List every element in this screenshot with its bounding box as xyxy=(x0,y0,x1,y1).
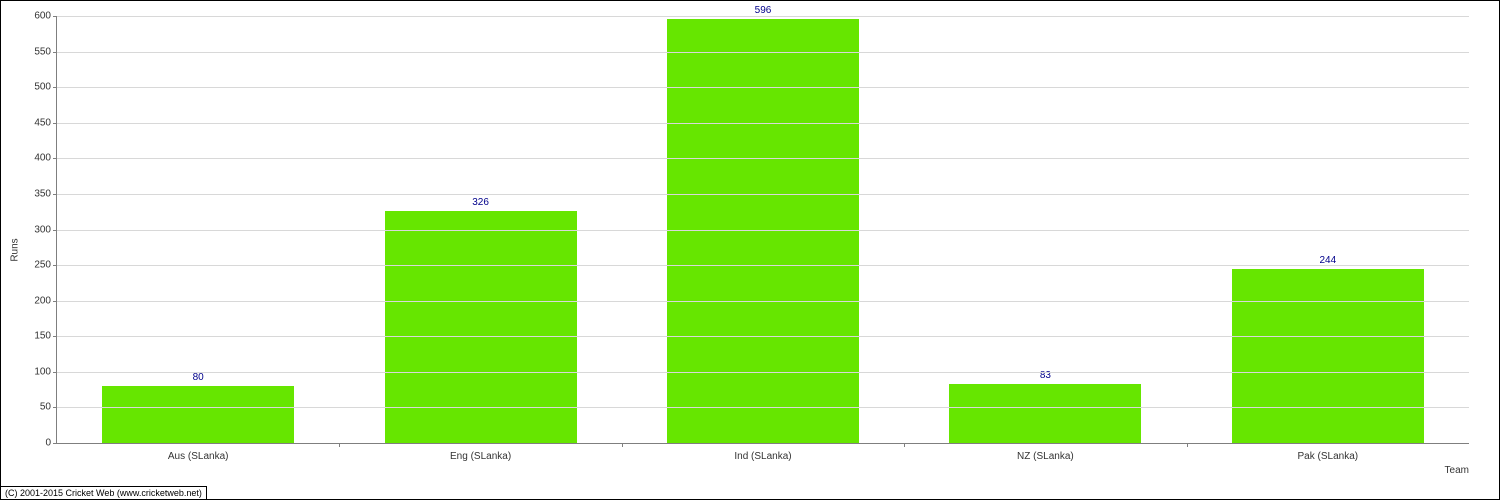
y-tick-mark xyxy=(53,87,57,88)
y-tick-mark xyxy=(53,372,57,373)
y-tick-mark xyxy=(53,194,57,195)
y-tick-mark xyxy=(53,123,57,124)
x-tick-mark xyxy=(622,443,623,447)
gridline xyxy=(57,158,1469,159)
gridline xyxy=(57,87,1469,88)
y-tick-mark xyxy=(53,336,57,337)
x-tick-mark xyxy=(904,443,905,447)
gridline xyxy=(57,372,1469,373)
bar-value-label: 244 xyxy=(1319,255,1336,269)
x-tick-label: Ind (SLanka) xyxy=(734,443,791,462)
bar-value-label: 326 xyxy=(472,197,489,211)
y-tick-mark xyxy=(53,52,57,53)
copyright-text: (C) 2001-2015 Cricket Web (www.cricketwe… xyxy=(1,486,207,499)
bar: 596 xyxy=(667,19,859,443)
gridline xyxy=(57,52,1469,53)
gridline xyxy=(57,123,1469,124)
y-axis-label: Runs xyxy=(10,238,21,261)
gridline xyxy=(57,194,1469,195)
gridline xyxy=(57,407,1469,408)
y-tick-mark xyxy=(53,158,57,159)
x-tick-mark xyxy=(339,443,340,447)
y-tick-mark xyxy=(53,265,57,266)
gridline xyxy=(57,301,1469,302)
x-tick-mark xyxy=(1187,443,1188,447)
y-tick-mark xyxy=(53,16,57,17)
x-tick-label: Eng (SLanka) xyxy=(450,443,511,462)
x-tick-label: Aus (SLanka) xyxy=(168,443,229,462)
gridline xyxy=(57,336,1469,337)
chart-container: 8032659683244 05010015020025030035040045… xyxy=(0,0,1500,500)
y-tick-mark xyxy=(53,443,57,444)
bar: 80 xyxy=(102,386,294,443)
gridline xyxy=(57,230,1469,231)
x-tick-label: NZ (SLanka) xyxy=(1017,443,1074,462)
bar: 244 xyxy=(1232,269,1424,443)
bar-value-label: 80 xyxy=(193,372,204,386)
gridline xyxy=(57,16,1469,17)
plot-area: 8032659683244 05010015020025030035040045… xyxy=(56,16,1469,444)
y-tick-mark xyxy=(53,301,57,302)
bar: 83 xyxy=(949,384,1141,443)
x-axis-label: Team xyxy=(1445,443,1469,476)
gridline xyxy=(57,265,1469,266)
x-tick-label: Pak (SLanka) xyxy=(1298,443,1359,462)
y-tick-mark xyxy=(53,230,57,231)
y-tick-mark xyxy=(53,407,57,408)
